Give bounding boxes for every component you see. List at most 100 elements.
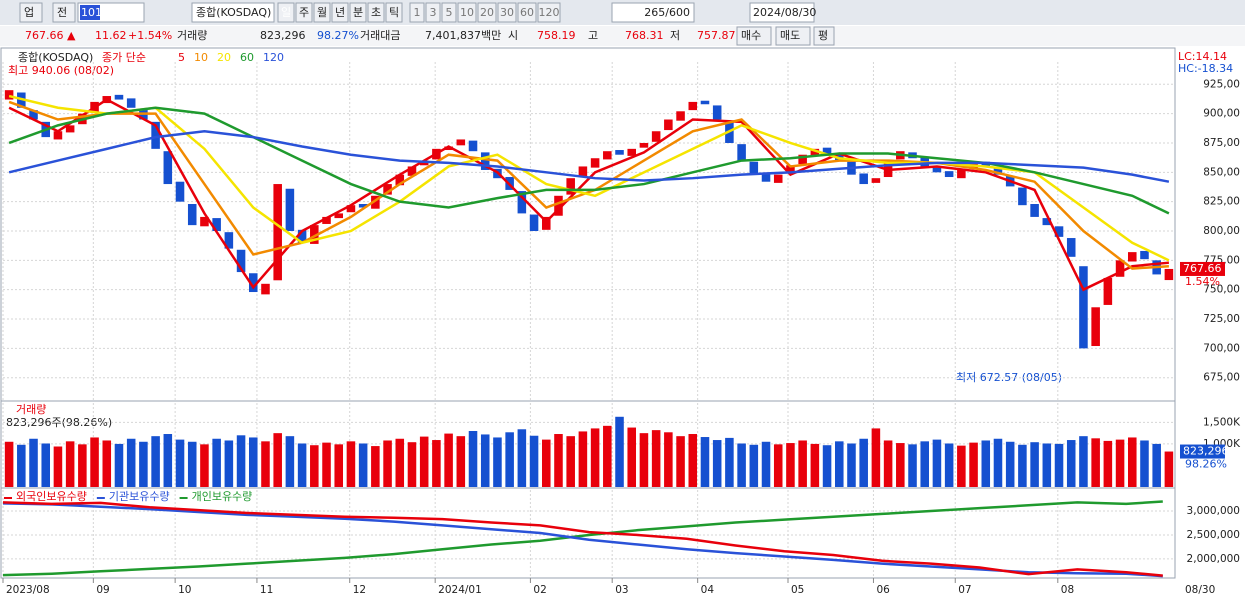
- ma-line: [8, 94, 1170, 262]
- volume-bar: [566, 436, 575, 487]
- minute-label: 3: [430, 6, 437, 19]
- info-volume-pct: 98.27%: [317, 29, 359, 42]
- sell-button[interactable]: [775, 26, 811, 46]
- volume-bar: [432, 440, 441, 487]
- candle-body: [468, 140, 478, 152]
- y-tick-label: 2,000,000: [1187, 553, 1240, 565]
- info-open: 758.19: [537, 29, 576, 42]
- x-tick-label: 05: [791, 584, 804, 596]
- candle-body: [651, 131, 661, 142]
- volume-bar: [798, 440, 807, 487]
- volume-bar: [920, 441, 930, 487]
- volume-bar: [78, 444, 87, 487]
- volume-bar: [285, 436, 295, 487]
- period-button[interactable]: [385, 2, 403, 23]
- volume-bar: [1079, 436, 1088, 487]
- info-price: 767.66 ▲: [25, 29, 76, 42]
- minute-button[interactable]: [497, 2, 517, 23]
- candle-body: [944, 171, 954, 178]
- chart-frame: [0, 47, 1176, 579]
- period-button[interactable]: [313, 2, 331, 23]
- candle-body: [676, 111, 685, 121]
- y-tick-label: 2,500,000: [1187, 529, 1240, 541]
- info-high: 768.31: [625, 29, 664, 42]
- minute-button[interactable]: [477, 2, 497, 23]
- minute-button[interactable]: [457, 2, 477, 23]
- candle-body: [578, 166, 588, 178]
- volume-bar: [200, 444, 209, 487]
- candle-body: [383, 184, 392, 195]
- candle-body: [786, 165, 795, 174]
- candle-body: [163, 151, 173, 185]
- mode-select[interactable]: [52, 2, 76, 23]
- y-tick-label: 800,00: [1203, 225, 1240, 237]
- minute-button[interactable]: [409, 2, 425, 23]
- info-volume-label: 거래량: [177, 29, 207, 42]
- volume-bar: [627, 427, 637, 487]
- volume-bar: [554, 434, 563, 487]
- volume-bar: [1054, 443, 1064, 487]
- candle-body: [444, 146, 453, 151]
- buy: 매수: [741, 29, 761, 42]
- period-button[interactable]: [349, 2, 367, 23]
- date-box[interactable]: [749, 2, 815, 23]
- y-tick-label: 750,00: [1203, 284, 1240, 296]
- volume-bar: [859, 438, 868, 487]
- volume-bar: [65, 441, 75, 487]
- info-amount-label: 거래대금: [360, 29, 400, 42]
- period-label: 주: [299, 6, 309, 19]
- volume-bar: [407, 442, 417, 487]
- minute-button[interactable]: [425, 2, 441, 23]
- buy-button[interactable]: [736, 26, 772, 46]
- holding-line: [2, 502, 1163, 578]
- x-tick-label: 10: [178, 584, 191, 596]
- period-button[interactable]: [277, 2, 295, 23]
- candle-body: [371, 195, 380, 209]
- candle-body: [1140, 250, 1149, 260]
- candle-body: [664, 119, 673, 131]
- volume-bar: [53, 446, 63, 487]
- max-note: 최고 940.06 (08/02): [8, 64, 114, 77]
- candle-body: [4, 90, 14, 100]
- x-tick-label: 07: [958, 584, 971, 596]
- candle-body: [627, 148, 637, 156]
- last-price-tag: [1180, 261, 1225, 276]
- count-box[interactable]: [611, 2, 695, 23]
- volume-bar: [261, 441, 270, 487]
- y-tick-label: 900,00: [1203, 108, 1240, 120]
- minute-button[interactable]: [517, 2, 537, 23]
- period-button[interactable]: [331, 2, 349, 23]
- volume-bar: [139, 441, 148, 487]
- last-volume-tag: [1180, 444, 1225, 459]
- candle-body: [285, 188, 295, 231]
- volume-bar: [1103, 440, 1113, 487]
- info-low: 757.87: [697, 29, 736, 42]
- legend-entry: 외국인보유수량: [16, 490, 87, 503]
- volume-bar: [151, 436, 160, 487]
- period-label: 년: [335, 6, 345, 19]
- candle-body: [737, 144, 746, 161]
- volume-bar: [1091, 438, 1100, 487]
- x-end-label: 08/30: [1185, 584, 1215, 596]
- period-button[interactable]: [295, 2, 313, 23]
- candle-body: [603, 151, 612, 160]
- period-button[interactable]: [367, 2, 385, 23]
- minute-button[interactable]: [537, 2, 561, 23]
- volume-bar: [493, 437, 502, 487]
- x-tick-label: 06: [876, 584, 890, 596]
- market-select[interactable]: [19, 2, 43, 23]
- candle-body: [590, 158, 600, 168]
- legend-entry: 5: [178, 51, 185, 64]
- volume-bar: [981, 440, 991, 487]
- avg-button[interactable]: [813, 26, 835, 46]
- candle-body: [456, 139, 466, 146]
- minute-button[interactable]: [441, 2, 457, 23]
- info-volume: 823,296: [260, 29, 306, 42]
- candle-body: [334, 213, 344, 219]
- volume-bar: [1164, 451, 1174, 487]
- legend-swatch: [4, 497, 12, 499]
- volume-bar: [126, 438, 136, 487]
- candle-body: [798, 154, 807, 165]
- last-volume: 823,296: [1183, 445, 1229, 458]
- ma-line: [8, 129, 1170, 183]
